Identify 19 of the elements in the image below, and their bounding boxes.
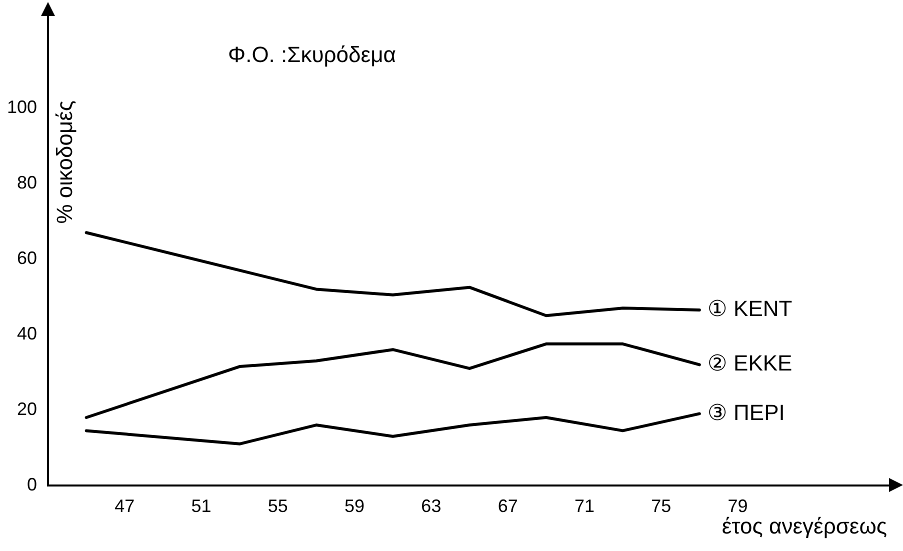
x-tick-label: 55 [268,496,288,516]
series-label: ① KENT [707,296,792,322]
y-axis-title: % οικοδομές [52,100,78,224]
y-tick-label: 20 [17,398,38,419]
y-tick-label: 100 [6,97,38,118]
y-tick-label: 40 [17,323,38,344]
x-tick-label: 71 [574,496,594,516]
y-tick-label: 60 [17,248,38,268]
y-tick-label: 80 [17,172,38,193]
x-tick-label: 59 [344,496,365,516]
x-tick-label: 51 [191,496,212,516]
x-tick-label: 75 [651,496,672,516]
y-tick-label: 0 [27,474,38,494]
x-tick-label: 47 [114,496,135,516]
x-tick-label: 67 [498,496,518,516]
text: Φ.Ο. :Σκυρόδεμα [228,42,396,67]
series-label: ② EKKE [707,350,792,376]
series-label: ③ ΠΕΡΙ [707,400,785,425]
x-tick-label: 63 [421,496,442,516]
